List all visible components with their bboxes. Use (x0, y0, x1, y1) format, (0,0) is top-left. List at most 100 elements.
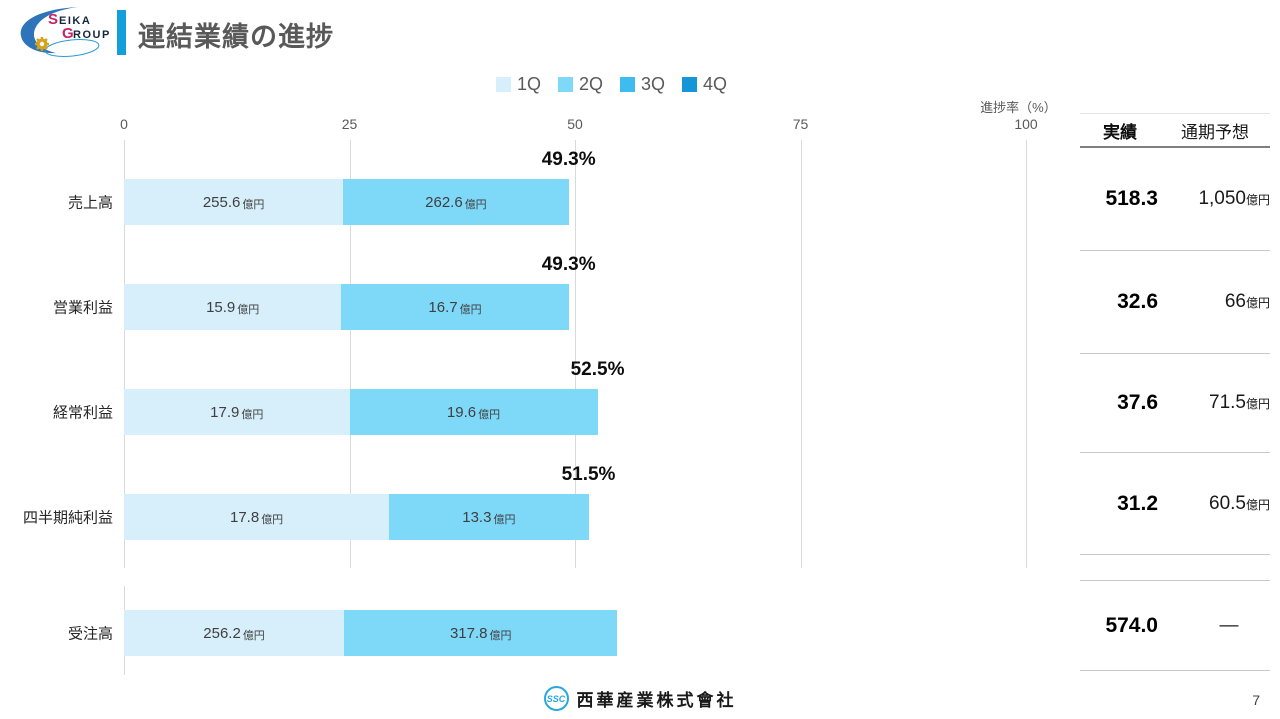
table-row-ordinary-profit: 37.6 71.5億円 (1080, 354, 1270, 453)
bar-value: 19.6 (446, 403, 477, 421)
ssc-logo-icon: SSC (543, 686, 569, 711)
actual-value: 32.6 (1117, 290, 1158, 313)
page-number: 7 (1252, 692, 1260, 708)
header-forecast: 通期予想 (1181, 122, 1249, 142)
chart-row-quarterly-net-profit: 四半期純利益 17.8 億円 13.3 億円 51.5% (23, 464, 1026, 540)
legend-swatch-4q (682, 77, 698, 92)
bar-value: 13.3 (462, 508, 492, 526)
table-row-orders: 574.0 — (1080, 581, 1270, 671)
forecast-unit: 億円 (1245, 193, 1270, 207)
legend-item-3q: 3Q (620, 74, 665, 95)
progress-label: 49.3% (541, 149, 596, 170)
actual-value: 31.2 (1117, 491, 1158, 515)
chart-row-sales: 売上高 255.6 億円 262.6 億円 49.3% (68, 149, 1026, 225)
progress-label: 49.3% (541, 254, 596, 275)
bar-unit: 億円 (489, 629, 512, 642)
bar-value: 317.8 (449, 624, 488, 642)
legend-swatch-3q (620, 77, 636, 92)
bar-segment-2q: 262.6 億円 (343, 179, 569, 225)
table-row-operating-profit: 32.6 66億円 (1080, 251, 1270, 354)
bar-value: 17.8 (229, 508, 260, 526)
bar-segment-1q: 255.6 億円 (124, 179, 344, 225)
category-label: 売上高 (67, 194, 113, 212)
bar-segment-1q: 15.9 億円 (124, 284, 342, 330)
forecast-value: 71.5億円 (1209, 392, 1270, 413)
progress-label: 52.5% (570, 359, 625, 380)
bar-unit: 億円 (261, 513, 284, 526)
legend-item-1q: 1Q (496, 74, 541, 95)
table-row-quarterly-net-profit: 31.2 60.5億円 (1080, 453, 1270, 555)
legend-item-4q: 4Q (682, 74, 727, 95)
bar-value: 255.6 (202, 193, 241, 211)
actual-value: 518.3 (1105, 187, 1158, 210)
gear-icon (35, 37, 49, 51)
bar-segment-2q: 16.7 億円 (341, 284, 569, 330)
actual-value: 574.0 (1105, 613, 1158, 637)
chart-area: 売上高 255.6 億円 262.6 億円 49.3% 営業利益 15.9 億円 16… (23, 140, 1027, 568)
gridline-50 (575, 140, 576, 568)
footer: SSC 西華産業株式會社 (0, 686, 1280, 711)
bar-unit: 億円 (242, 198, 265, 211)
bar-value: 15.9 (206, 298, 236, 316)
crescent-icon (20, 7, 78, 54)
bar-unit: 億円 (493, 513, 516, 526)
bar-value: 16.7 (428, 298, 458, 316)
bar-segment-1q: 17.8 億円 (124, 494, 390, 540)
bar-unit: 億円 (242, 629, 265, 642)
gridline-100 (1026, 140, 1027, 568)
legend-swatch-1q (496, 77, 511, 92)
logo-text-s: S (48, 11, 58, 28)
legend-label-1q: 1Q (517, 74, 542, 94)
progress-label: 51.5% (561, 464, 616, 485)
bar: 15.9 億円 16.7 億円 (124, 284, 1026, 330)
logo-text-eika: EIKA (59, 15, 91, 27)
bar-unit: 億円 (459, 303, 482, 316)
actual-value: 37.6 (1117, 391, 1158, 414)
bar-unit: 億円 (464, 198, 487, 211)
logo-text-g: G (62, 25, 74, 42)
chart-row-orders: 受注高 256.2 億円 317.8 億円 (68, 610, 1026, 656)
seika-group-logo: S EIKA G ROUP (20, 7, 109, 57)
header-actual: 実績 (1103, 122, 1137, 142)
bar-unit: 億円 (237, 303, 260, 316)
bar-segment-2q: 19.6 億円 (349, 389, 598, 435)
category-label: 受注高 (67, 625, 113, 643)
forecast-value: 60.5億円 (1209, 492, 1270, 514)
bar: 256.2 億円 317.8 億円 (124, 610, 1026, 656)
chart-row-ordinary-profit: 経常利益 17.9 億円 19.6 億円 52.5% (53, 359, 1026, 435)
forecast-value: 66億円 (1224, 291, 1270, 312)
bar-segment-2q: 317.8 億円 (344, 610, 618, 656)
orbit-icon (44, 39, 100, 57)
gridline-25 (349, 140, 351, 568)
chart-area-orders: 受注高 256.2 億円 317.8 億円 (68, 586, 1026, 675)
bar: 17.9 億円 19.6 億円 (124, 389, 1026, 435)
bar-unit: 億円 (241, 408, 264, 421)
summary-table: 実績 通期予想 518.3 1,050億円 32.6 66億円 37.6 71.… (1080, 113, 1270, 671)
forecast-unit: 億円 (1245, 497, 1270, 512)
bar-segment-2q: 13.3 億円 (389, 494, 589, 540)
forecast-value: — (1219, 614, 1239, 636)
bar-value: 256.2 (203, 624, 241, 642)
chart-legend: 1Q 2Q 3Q 4Q (496, 74, 727, 95)
chart-row-operating-profit: 営業利益 15.9 億円 16.7 億円 49.3% (53, 254, 1026, 330)
axis-tick-100: 100 (1014, 116, 1038, 132)
bar: 17.8 億円 13.3 億円 (124, 494, 1026, 540)
gridline-0 (124, 140, 125, 568)
axis-tick-0: 0 (120, 116, 128, 132)
category-label: 経常利益 (52, 404, 113, 422)
legend-label-3q: 3Q (641, 74, 666, 94)
bar-value: 262.6 (425, 193, 463, 211)
axis-tick-50: 50 (567, 116, 583, 132)
company-name: 西華産業株式會社 (576, 691, 737, 710)
table-header: 実績 通期予想 (1080, 114, 1270, 148)
bar-segment-1q: 256.2 億円 (124, 610, 345, 656)
gridline-75 (800, 140, 802, 568)
table-gap (1080, 555, 1270, 581)
title-accent-bar (117, 10, 126, 55)
axis-tick-25: 25 (341, 116, 358, 132)
bar: 255.6 億円 262.6 億円 (124, 179, 1026, 225)
category-label: 四半期純利益 (22, 509, 113, 527)
legend-label-4q: 4Q (703, 74, 728, 94)
bar-unit: 億円 (478, 408, 501, 421)
